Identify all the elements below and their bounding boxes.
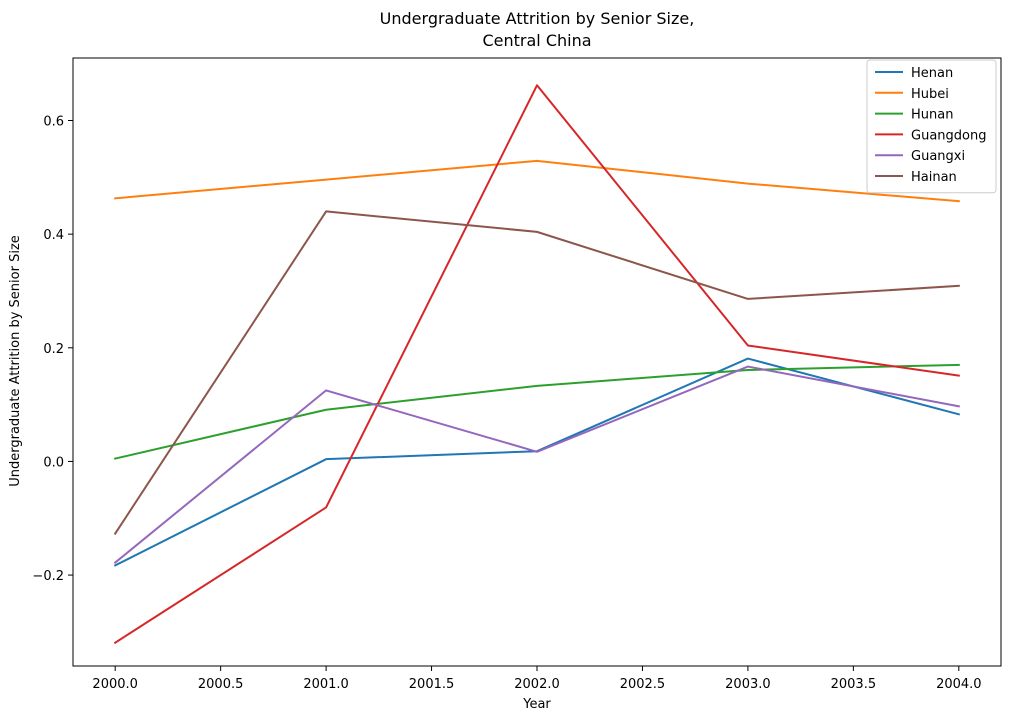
y-tick-label: 0.0	[43, 455, 64, 470]
x-axis-label: Year	[522, 697, 551, 712]
series-line-henan	[113, 357, 961, 567]
x-tick-label: 2003.0	[725, 677, 771, 692]
y-axis-label: Undergraduate Attrition by Senior Size	[8, 235, 23, 487]
y-tick-label: 0.6	[43, 115, 64, 130]
legend-label-guangdong: Guangdong	[911, 128, 986, 143]
x-tick-label: 2003.5	[831, 677, 877, 692]
y-tick-label: 0.2	[43, 342, 64, 357]
x-tick-label: 2002.0	[514, 677, 560, 692]
x-tick-label: 2001.5	[409, 677, 455, 692]
x-tick-label: 2001.0	[303, 677, 349, 692]
series-line-hubei	[114, 159, 960, 203]
x-tick-label: 2004.0	[936, 677, 982, 692]
legend-label-henan: Henan	[911, 66, 953, 81]
series-line-hunan	[113, 363, 960, 460]
legend-label-hainan: Hainan	[911, 170, 957, 185]
plot-area: 2000.0 2000.5 2001.0 2001.5 2002.0 2002.5 2003…	[32, 57, 1002, 692]
series-line-guangdong	[113, 84, 960, 645]
legend-label-hunan: Hunan	[911, 108, 953, 123]
chart-title-line-2: Central China	[482, 31, 591, 50]
x-tick-label: 2000.0	[92, 677, 138, 692]
x-tick-label: 2002.5	[620, 677, 666, 692]
x-tick-label: 2000.5	[198, 677, 244, 692]
series-line-guangxi	[113, 365, 960, 564]
chart-title-line-1: Undergraduate Attrition by Senior Size,	[380, 9, 695, 28]
y-tick-label: 0.4	[43, 228, 64, 243]
series-line-hainan	[113, 210, 960, 535]
y-tick-label: −0.2	[32, 569, 64, 584]
legend-label-guangxi: Guangxi	[911, 149, 965, 164]
legend-label-hubei: Hubei	[911, 87, 949, 102]
